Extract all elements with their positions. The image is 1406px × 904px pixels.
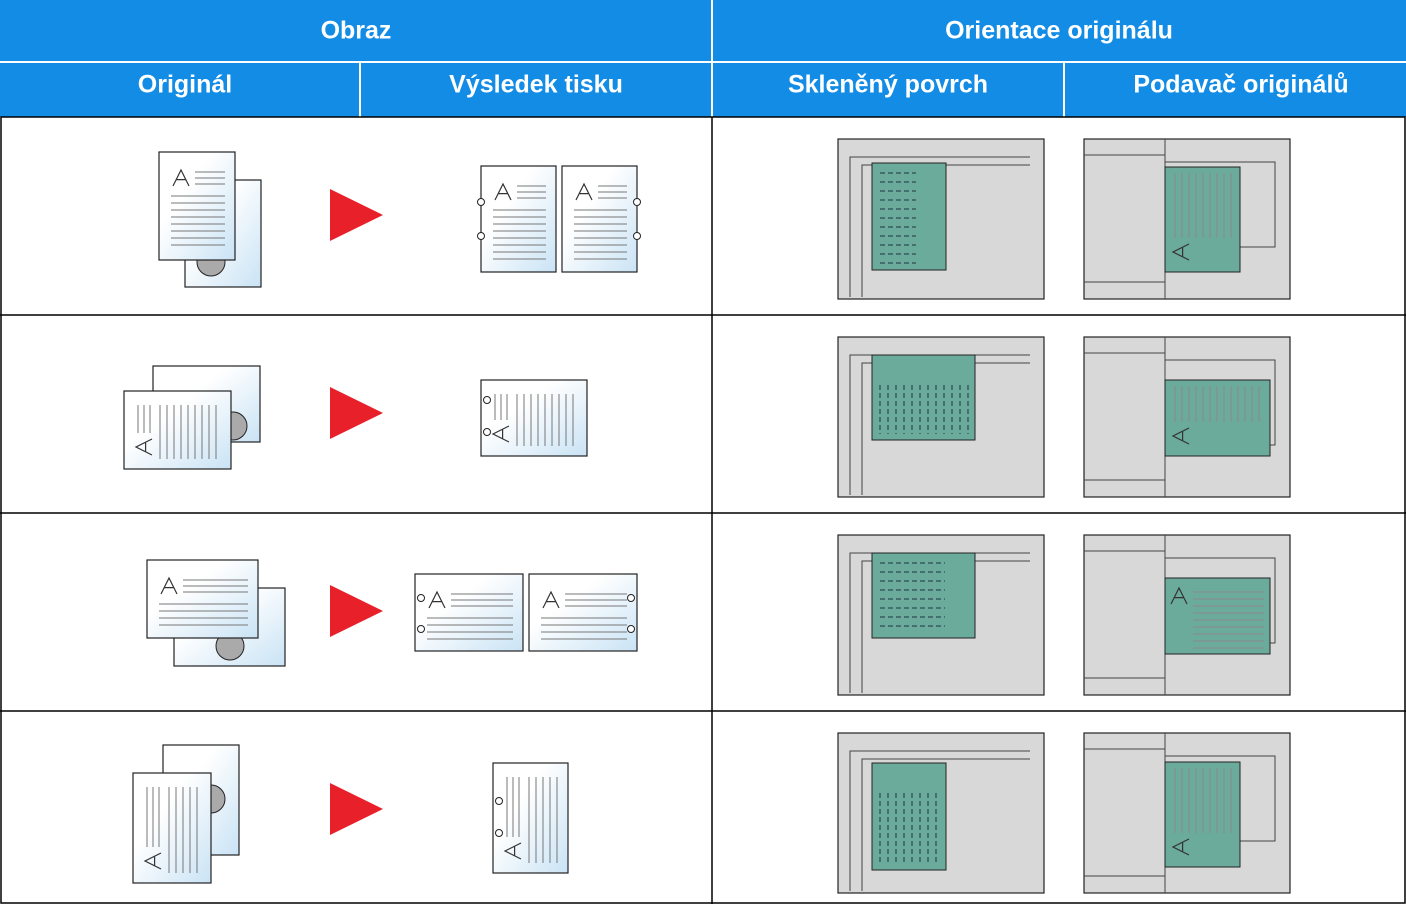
header-cell: Originál — [138, 71, 232, 99]
letter-icon — [172, 168, 190, 187]
punch-hole — [477, 232, 485, 240]
arrow-icon — [330, 387, 383, 439]
page-icon — [146, 559, 259, 639]
header-cell: Výsledek tisku — [449, 71, 623, 99]
document-icon — [1164, 577, 1271, 655]
punch-hole — [633, 198, 641, 206]
arrow-icon — [330, 585, 383, 637]
letter-icon — [1171, 243, 1190, 261]
letter-icon — [1170, 586, 1188, 605]
page-icon — [561, 165, 638, 273]
table-borders — [0, 116, 1406, 904]
letter-icon — [575, 182, 593, 201]
header-bg — [0, 0, 1406, 117]
page-icon — [528, 573, 638, 652]
document-icon — [871, 552, 976, 639]
illustrations — [123, 138, 1291, 894]
document-icon — [871, 762, 947, 871]
header-cell: Podavač originálů — [1133, 71, 1348, 99]
letter-icon — [494, 182, 512, 201]
page-icon — [132, 772, 212, 884]
page-icon — [480, 165, 557, 273]
letter-icon — [1171, 427, 1190, 445]
punch-hole — [633, 232, 641, 240]
punch-hole — [477, 198, 485, 206]
punch-hole — [483, 396, 491, 404]
glass-frame — [849, 750, 1030, 891]
glass-frame — [849, 156, 1030, 297]
punch-hole — [417, 594, 425, 602]
page-icon — [480, 379, 588, 457]
header-borders — [0, 0, 1406, 117]
punch-hole — [483, 428, 491, 436]
punch-hole — [627, 625, 635, 633]
header-cell: Obraz — [321, 17, 392, 45]
page-icon — [123, 390, 232, 470]
letter-icon — [160, 576, 178, 595]
document-icon — [871, 162, 947, 271]
punch-hole — [627, 594, 635, 602]
arrow-icon — [330, 189, 383, 241]
header-cell: Orientace originálu — [945, 17, 1173, 45]
letter-icon — [503, 842, 522, 860]
punch-hole — [495, 829, 503, 837]
letter-icon — [1171, 838, 1190, 856]
letter-icon — [491, 425, 510, 443]
letter-icon — [143, 852, 162, 870]
header-cell: Skleněný povrch — [788, 71, 988, 99]
arrow-icon — [330, 783, 383, 835]
page-icon — [492, 762, 569, 874]
letter-icon — [428, 590, 446, 609]
punch-hole — [417, 625, 425, 633]
letter-icon — [542, 590, 560, 609]
page-icon — [414, 573, 524, 652]
letter-icon — [134, 438, 153, 456]
document-icon — [871, 354, 976, 441]
punch-hole — [495, 797, 503, 805]
page-icon — [158, 151, 236, 261]
